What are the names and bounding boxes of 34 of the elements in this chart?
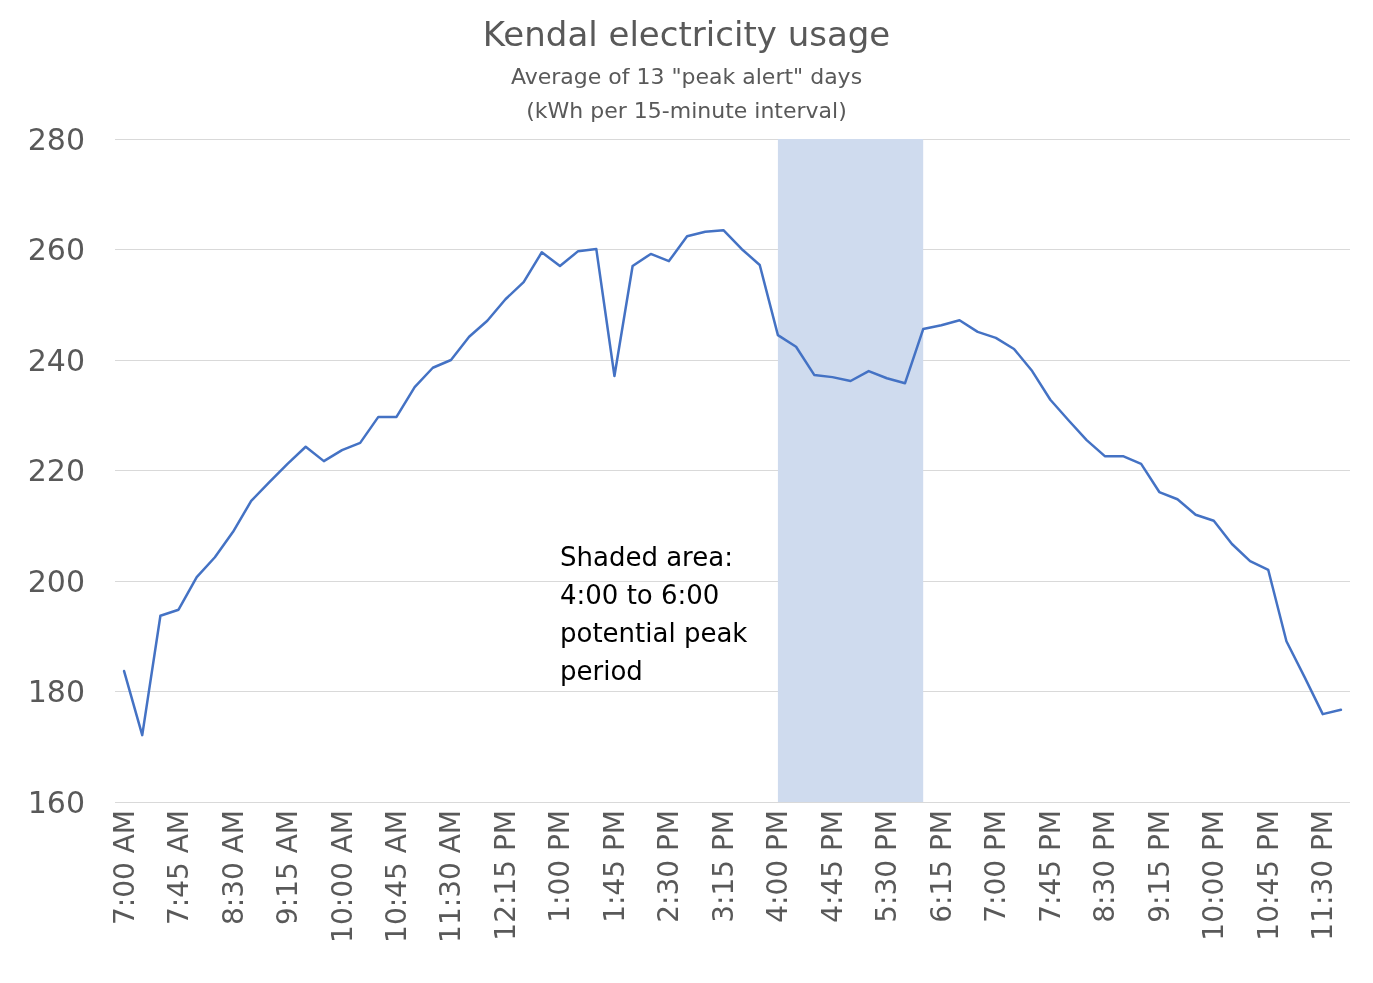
x-tick-label: 10:00 PM: [1197, 810, 1231, 941]
x-tick-label: 9:15 AM: [271, 810, 305, 926]
y-tick-label: 220: [27, 453, 85, 488]
x-tick-label: 10:00 AM: [325, 810, 359, 943]
x-tick-label: 7:00 PM: [979, 810, 1013, 923]
x-tick-label: 1:45 PM: [597, 810, 631, 923]
x-tick-label: 7:45 AM: [162, 810, 196, 926]
x-tick-label: 11:30 PM: [1306, 810, 1340, 941]
x-tick-label: 4:45 PM: [815, 810, 849, 923]
x-tick-label: 3:15 PM: [706, 810, 740, 923]
x-tick-label: 1:00 PM: [543, 810, 577, 923]
line-series: [122, 228, 1343, 737]
x-tick-label: 6:15 PM: [924, 810, 958, 923]
x-tick-label: 7:00 AM: [107, 810, 141, 926]
x-tick-label: 8:30 PM: [1088, 810, 1122, 923]
chart-subtitle: Average of 13 "peak alert" days (kWh per 15-minute interval): [510, 63, 863, 123]
x-tick-label: 10:45 PM: [1251, 810, 1285, 941]
annotation: Shaded area: 4:00 to 6:00 potential peak period: [560, 542, 748, 686]
chart-title: Kendal electricity usage: [482, 14, 891, 54]
x-tick-label: 8:30 AM: [216, 810, 250, 926]
x-tick-label: 4:00 PM: [761, 810, 795, 923]
x-tick-label: 10:45 AM: [380, 810, 414, 943]
x-tick-label: 2:30 PM: [652, 810, 686, 923]
y-tick-label: 180: [27, 674, 85, 709]
y-tick-label: 240: [27, 342, 85, 378]
y-tick-label: 200: [27, 563, 85, 599]
x-tick-label: 5:30 PM: [870, 810, 904, 923]
y-tick-label: 280: [27, 121, 85, 157]
x-tick-label: 12:15 PM: [488, 810, 522, 941]
y-tick-label: 260: [27, 232, 85, 267]
x-tick-label: 9:15 PM: [1142, 810, 1176, 923]
x-tick-label: 7:45 PM: [1033, 810, 1067, 923]
y-tick-label: 160: [27, 784, 85, 820]
x-tick-label: 11:30 AM: [434, 810, 468, 943]
